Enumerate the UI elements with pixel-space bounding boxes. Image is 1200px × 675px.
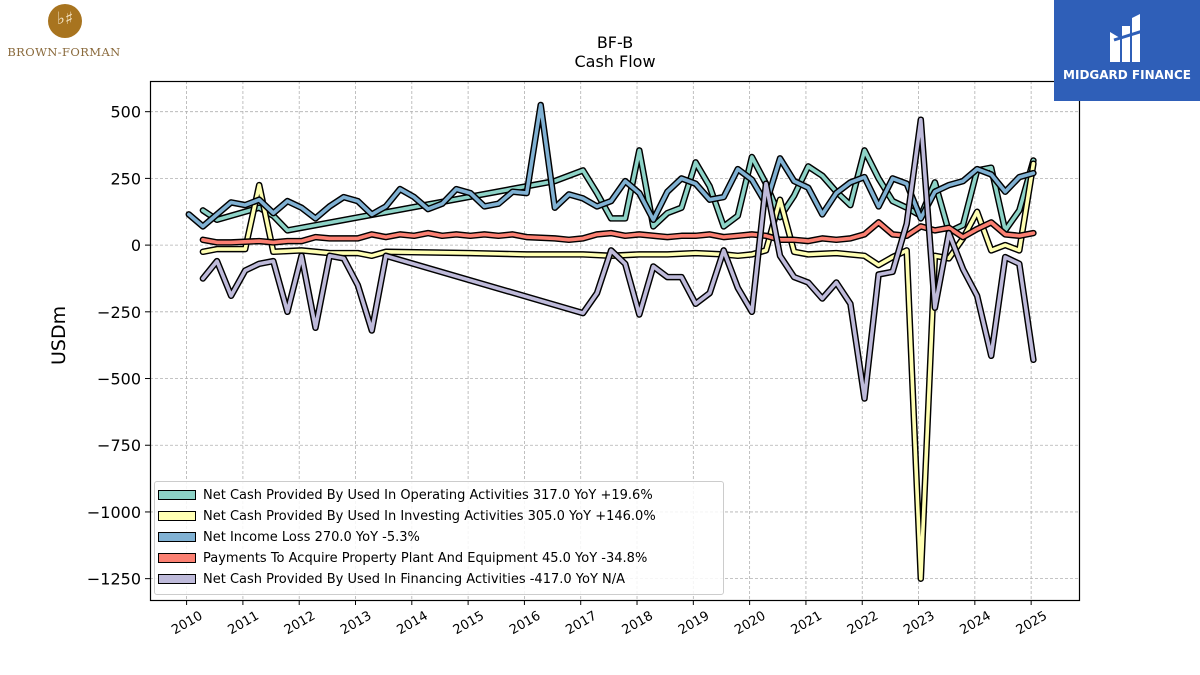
legend-label-investing: Net Cash Provided By Used In Investing A… xyxy=(203,508,656,524)
legend-label-operating: Net Cash Provided By Used In Operating A… xyxy=(203,487,653,503)
legend-swatch-investing xyxy=(158,511,196,521)
y-tick-label: 250 xyxy=(110,169,141,188)
brown-forman-wordmark: BROWN-FORMAN xyxy=(7,45,121,59)
y-axis-ticks: 500 250 0 −250 −500 −750 −1000 −1250 xyxy=(87,103,150,589)
x-tick-label: 2021 xyxy=(789,609,825,639)
y-tick-label: 500 xyxy=(110,103,141,122)
brown-forman-logo: ♭♯ BROWN-FORMAN xyxy=(4,4,124,62)
legend-swatch-net-income xyxy=(158,532,196,542)
x-tick-label: 2017 xyxy=(563,609,599,639)
series-line-financing xyxy=(201,117,1036,401)
series-line-net-income xyxy=(187,103,1036,229)
x-tick-label: 2018 xyxy=(620,609,656,639)
y-tick-label: 0 xyxy=(131,236,141,255)
series-lines xyxy=(185,101,1037,582)
legend-label-capex: Payments To Acquire Property Plant And E… xyxy=(203,550,648,566)
y-tick-label: −1000 xyxy=(87,503,141,522)
chart-title: BF-B xyxy=(596,33,634,52)
x-tick-label: 2015 xyxy=(451,609,487,639)
legend-item-financing: Net Cash Provided By Used In Financing A… xyxy=(158,569,625,589)
legend-swatch-operating xyxy=(158,490,196,500)
y-tick-label: −500 xyxy=(97,370,141,389)
legend-label-net-income: Net Income Loss 270.0 YoY -5.3% xyxy=(203,529,420,545)
legend-item-net-income: Net Income Loss 270.0 YoY -5.3% xyxy=(158,527,420,547)
brown-forman-emblem-icon: ♭♯ xyxy=(48,4,82,38)
y-tick-label: −1250 xyxy=(87,570,141,589)
y-tick-label: −250 xyxy=(97,303,141,322)
x-tick-label: 2010 xyxy=(169,609,205,639)
x-tick-label: 2013 xyxy=(338,609,374,639)
legend-item-investing: Net Cash Provided By Used In Investing A… xyxy=(158,506,656,526)
y-axis-label: USDm xyxy=(48,305,70,365)
legend-item-operating: Net Cash Provided By Used In Operating A… xyxy=(158,485,653,505)
chart-subtitle: Cash Flow xyxy=(574,52,656,71)
y-tick-label: −750 xyxy=(97,436,141,455)
midgard-finance-logo: MIDGARD FINANCE xyxy=(1054,0,1200,101)
x-tick-label: 2024 xyxy=(958,609,994,639)
x-tick-label: 2022 xyxy=(845,609,881,639)
legend-item-capex: Payments To Acquire Property Plant And E… xyxy=(158,548,647,568)
legend-swatch-financing xyxy=(158,574,196,584)
legend-swatch-capex xyxy=(158,553,196,563)
x-tick-label: 2020 xyxy=(732,609,768,639)
x-tick-label: 2014 xyxy=(394,609,430,639)
chart-legend: Net Cash Provided By Used In Operating A… xyxy=(154,481,724,595)
x-tick-label: 2025 xyxy=(1014,609,1050,639)
x-axis-ticks: 2010 2011 2012 2013 2014 2015 2016 2017 2018 2019… xyxy=(169,600,1050,638)
x-tick-label: 2012 xyxy=(282,609,318,639)
midgard-finance-wordmark: MIDGARD FINANCE xyxy=(1063,68,1191,82)
legend-label-financing: Net Cash Provided By Used In Financing A… xyxy=(203,571,626,587)
plot-frame xyxy=(149,80,1081,602)
midgard-finance-mark-icon xyxy=(1110,14,1147,62)
x-tick-label: 2011 xyxy=(226,609,262,639)
x-tick-label: 2016 xyxy=(507,609,543,639)
x-tick-label: 2019 xyxy=(676,609,712,639)
x-tick-label: 2023 xyxy=(901,609,937,639)
